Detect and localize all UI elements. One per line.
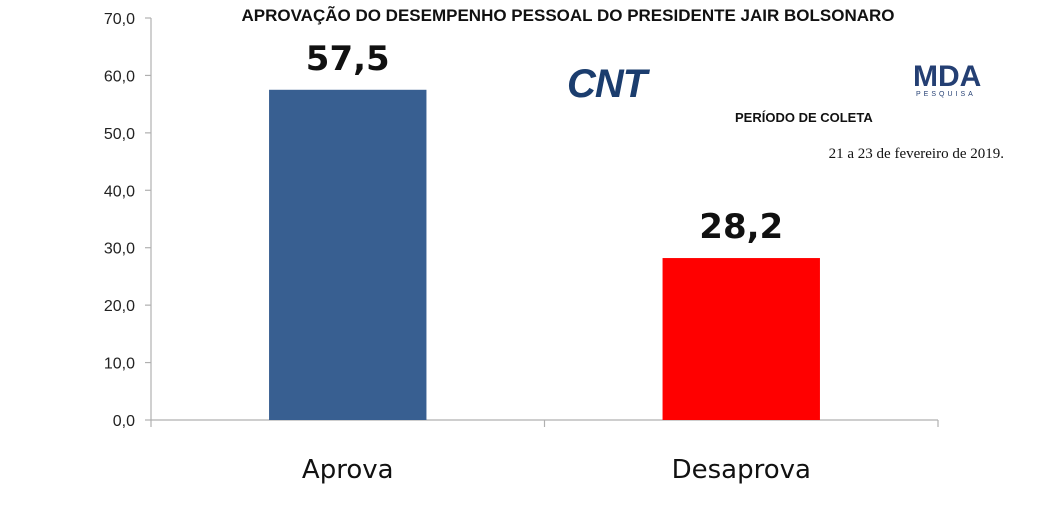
y-axis: 0,0 10,0 20,0 30,0 40,0 50,0 60,0 70,0 bbox=[104, 11, 152, 430]
y-tick-label: 10,0 bbox=[104, 356, 135, 373]
mda-logo: MDA PESQUISA bbox=[913, 60, 981, 98]
x-axis bbox=[150, 419, 939, 427]
y-tick-label: 30,0 bbox=[104, 241, 135, 258]
data-label: 57,5 bbox=[306, 39, 390, 79]
cnt-logo-text: CNT bbox=[567, 62, 651, 106]
y-tick-label: 60,0 bbox=[104, 68, 135, 85]
category-labels: Aprova Desaprova bbox=[302, 455, 811, 485]
data-label: 28,2 bbox=[699, 207, 783, 247]
category-label: Desaprova bbox=[672, 455, 811, 485]
chart-title: APROVAÇÃO DO DESEMPENHO PESSOAL DO PRESI… bbox=[241, 5, 894, 25]
y-tick-label: 40,0 bbox=[104, 183, 135, 200]
y-tick-label: 70,0 bbox=[104, 11, 135, 28]
y-tick-label: 50,0 bbox=[104, 126, 135, 143]
data-labels: 57,5 28,2 bbox=[306, 39, 783, 247]
bars bbox=[269, 89, 820, 421]
y-tick-label: 0,0 bbox=[113, 413, 135, 430]
bar-aprova bbox=[269, 89, 427, 421]
mda-logo-subtext: PESQUISA bbox=[916, 91, 976, 98]
period-title: PERÍODO DE COLETA bbox=[735, 110, 873, 125]
y-tick-label: 20,0 bbox=[104, 298, 135, 315]
category-label: Aprova bbox=[302, 455, 394, 485]
period-dates: 21 a 23 de fevereiro de 2019. bbox=[829, 146, 1004, 162]
bar-desaprova bbox=[662, 258, 820, 420]
mda-logo-text: MDA bbox=[913, 60, 981, 93]
cnt-logo: CNT bbox=[567, 62, 652, 106]
